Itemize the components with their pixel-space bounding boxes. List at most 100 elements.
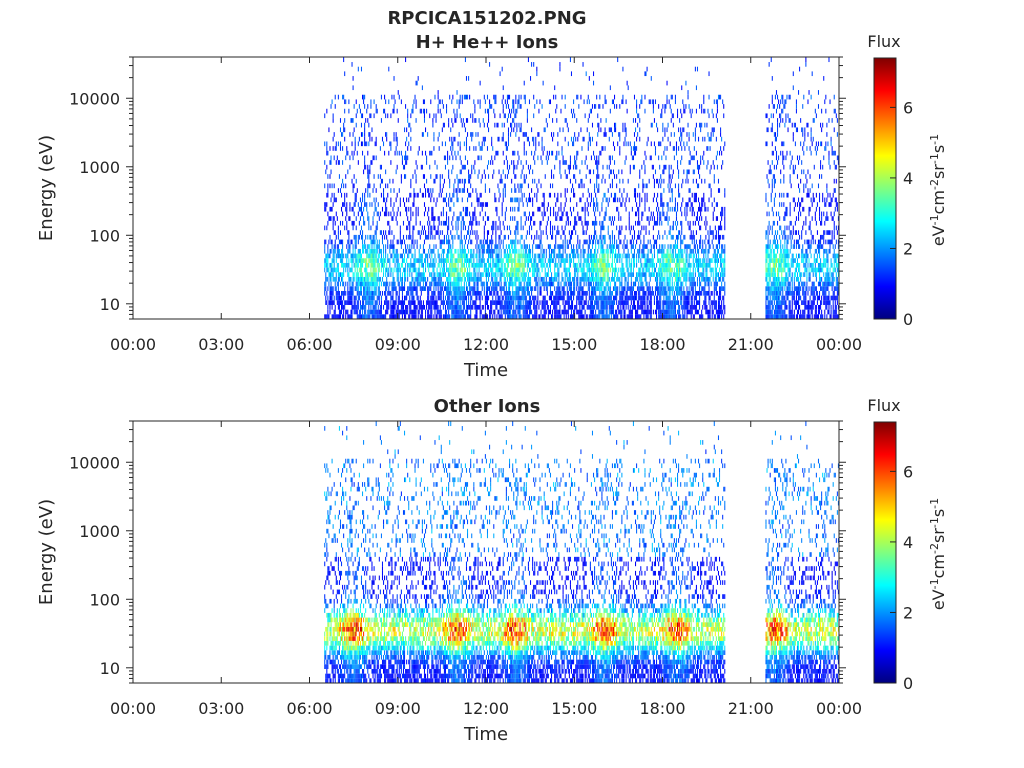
heatmap-cell	[525, 272, 527, 277]
heatmap-cell	[420, 314, 422, 319]
heatmap-cell	[490, 160, 492, 165]
heatmap-cell	[470, 295, 472, 301]
heatmap-cell	[504, 248, 506, 254]
heatmap-cell	[606, 290, 608, 296]
heatmap-cell	[389, 281, 391, 287]
heatmap-cell	[589, 267, 591, 273]
heatmap-cell	[511, 188, 513, 193]
heatmap-cell	[564, 202, 566, 207]
heatmap-cell	[391, 244, 393, 249]
heatmap-cell	[503, 262, 505, 268]
heatmap-cell	[486, 267, 489, 273]
heatmap-cell	[357, 281, 359, 287]
heatmap-cell	[505, 253, 507, 259]
heatmap-cell	[363, 99, 365, 105]
heatmap-cell	[504, 216, 506, 221]
heatmap-cell	[528, 309, 531, 315]
heatmap-cell	[554, 272, 556, 277]
heatmap-cell	[596, 272, 598, 277]
heatmap-cell	[575, 262, 577, 268]
heatmap-cell	[568, 304, 570, 310]
heatmap-cell	[599, 290, 601, 296]
heatmap-cell	[372, 314, 374, 319]
heatmap-cell	[419, 108, 421, 114]
heatmap-cell	[327, 258, 329, 263]
heatmap-cell	[603, 290, 605, 296]
heatmap-cell	[325, 258, 327, 263]
heatmap-cell	[579, 281, 581, 287]
heatmap-cell	[549, 230, 552, 235]
heatmap-cell	[334, 267, 336, 273]
heatmap-cell	[597, 188, 599, 193]
heatmap-cell	[453, 276, 455, 282]
heatmap-cell	[391, 295, 393, 301]
heatmap-cell	[481, 281, 483, 287]
heatmap-cell	[458, 290, 460, 296]
heatmap-cell	[366, 262, 368, 268]
heatmap-cell	[358, 276, 360, 282]
heatmap-cell	[552, 118, 554, 123]
heatmap-cell	[549, 258, 552, 263]
heatmap-cell	[332, 220, 334, 226]
heatmap-cell	[612, 197, 615, 203]
heatmap-cell	[533, 62, 535, 67]
heatmap-cell	[396, 272, 398, 277]
heatmap-cell	[483, 248, 485, 254]
heatmap-cell	[498, 258, 500, 263]
heatmap-cell	[590, 192, 592, 198]
heatmap-cell	[349, 248, 351, 254]
heatmap-cell	[464, 94, 466, 100]
heatmap-cell	[604, 272, 606, 277]
heatmap-cell	[431, 272, 433, 277]
heatmap-cell	[456, 108, 458, 114]
heatmap-cell	[531, 225, 533, 231]
heatmap-cell	[563, 309, 565, 315]
heatmap-cell	[349, 132, 351, 137]
panel-1: 00:00 03:00 06:00 09:00 12:00 15:00 18:00 21:00…	[36, 32, 948, 381]
heatmap-cell	[384, 197, 386, 203]
heatmap-cell	[449, 239, 451, 245]
heatmap-cell	[614, 244, 616, 249]
heatmap-cell	[596, 141, 598, 147]
heatmap-cell	[570, 309, 573, 315]
heatmap-cell	[516, 248, 518, 254]
heatmap-cell	[589, 295, 591, 301]
heatmap-cell	[582, 295, 584, 301]
heatmap-cell	[453, 188, 455, 193]
heatmap-cell	[451, 262, 453, 268]
heatmap-cell	[598, 267, 600, 273]
heatmap-cell	[342, 276, 344, 282]
heatmap-cell	[368, 183, 370, 189]
heatmap-cell	[488, 244, 490, 249]
heatmap-cell	[582, 290, 584, 296]
heatmap-cell	[599, 258, 601, 263]
heatmap-cell	[473, 258, 475, 263]
heatmap-cell	[526, 108, 528, 114]
heatmap-cell	[457, 262, 459, 268]
heatmap-cell	[332, 314, 334, 319]
heatmap-cell	[572, 113, 574, 119]
heatmap-cell	[464, 127, 466, 133]
heatmap-cell	[342, 220, 344, 226]
heatmap-cell	[392, 272, 394, 277]
heatmap-cell	[517, 230, 519, 235]
heatmap-cell	[536, 309, 538, 315]
heatmap-cell	[444, 164, 447, 170]
heatmap-cell	[507, 286, 510, 291]
heatmap-cell	[372, 258, 374, 263]
heatmap-cell	[451, 309, 453, 315]
heatmap-cell	[327, 244, 329, 249]
heatmap-cell	[500, 309, 502, 315]
heatmap-cell	[573, 99, 575, 105]
heatmap-cell	[543, 286, 545, 291]
heatmap-cell	[545, 225, 547, 231]
heatmap-cell	[344, 118, 346, 123]
heatmap-cell	[536, 272, 538, 277]
heatmap-cell	[562, 230, 564, 235]
heatmap-cell	[351, 206, 353, 212]
heatmap-cell	[367, 300, 369, 305]
heatmap-cell	[472, 253, 474, 259]
heatmap-cell	[530, 276, 532, 282]
heatmap-cell	[573, 276, 575, 282]
heatmap-cell	[579, 276, 581, 282]
